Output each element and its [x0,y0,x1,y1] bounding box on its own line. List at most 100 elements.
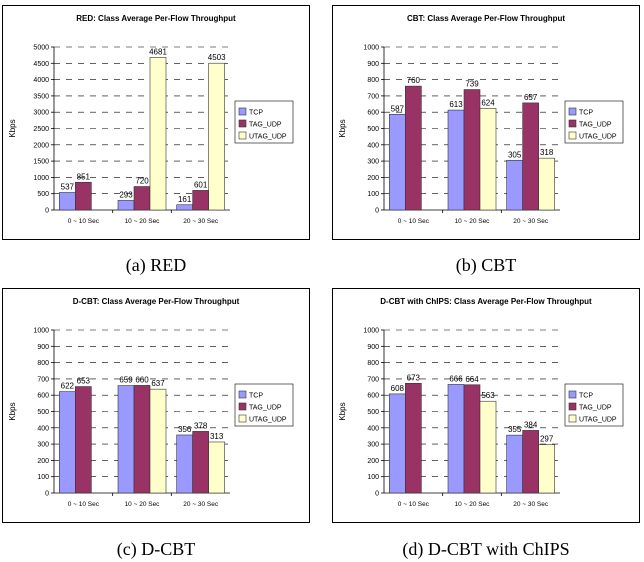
x-tick-label: 20 ~ 30 Sec [513,501,549,508]
y-tick-label: 0 [375,491,379,498]
y-tick-label: 500 [37,409,49,416]
caption-dcbt: (c) D-CBT [116,539,196,559]
data-label: 4503 [208,53,226,62]
data-label: 664 [465,375,479,384]
y-tick-label: 100 [37,474,49,481]
y-tick-label: 3500 [33,93,49,100]
legend-label: TCP [249,110,263,117]
legend-swatch [238,402,247,411]
y-axis-label: Kbps [8,402,17,420]
bar [208,62,225,211]
legend-label: UTAG_UDP [249,417,287,424]
y-tick-label: 900 [367,344,379,351]
legend-label: TAG_UDP [579,405,612,412]
bar [447,109,465,211]
bar [75,386,92,494]
chart-title: D-CBT: Class Average Per-Flow Throughput [73,297,240,306]
bar [133,186,151,211]
data-label: 4681 [149,47,167,56]
data-label: 318 [540,148,554,157]
x-tick-label: 0 ~ 10 Sec [398,218,430,225]
legend-swatch [238,107,247,116]
x-tick-label: 10 ~ 20 Sec [125,218,161,225]
caption-cbt: (b) CBT [455,255,517,275]
bar [463,89,481,211]
data-label: 739 [465,80,479,89]
data-label: 297 [540,435,554,444]
y-tick-label: 700 [367,376,379,383]
data-label: 355 [508,425,522,434]
y-tick-label: 200 [367,458,379,465]
y-tick-label: 900 [367,61,379,68]
data-label: 587 [391,104,405,113]
chart-panel-dcbt-chips: D-CBT with ChIPS: Class Average Per-Flow… [332,288,640,523]
bar [133,385,151,494]
legend-swatch [568,390,577,399]
data-label: 384 [524,420,538,429]
data-label: 537 [61,182,75,191]
chart-red-svg: RED: Class Average Per-Flow Throughput Kb… [2,5,310,240]
y-tick-label: 0 [45,491,49,498]
y-axis-label: Kbps [338,119,347,137]
x-tick-label: 20 ~ 30 Sec [183,218,219,225]
y-tick-label: 300 [367,159,379,166]
y-tick-label: 100 [367,191,379,198]
y-tick-label: 100 [367,474,379,481]
y-tick-label: 400 [37,425,49,432]
y-axis-label: Kbps [8,119,17,137]
legend: TCP TAG_UDP UTAG_UDP [564,383,624,427]
bar [479,107,497,211]
legend-swatch [568,107,577,116]
data-label: 624 [481,98,495,107]
x-tick-label: 0 ~ 10 Sec [398,501,430,508]
legend-label: UTAG_UDP [249,134,287,141]
y-tick-label: 300 [37,442,49,449]
bar [522,102,539,211]
chart-dcbt-chips-svg: D-CBT with ChIPS: Class Average Per-Flow… [332,288,640,523]
bar [149,57,167,211]
y-tick-label: 800 [37,360,49,367]
y-tick-label: 400 [367,425,379,432]
bar [59,192,76,211]
chart-cbt-svg: CBT: Class Average Per-Flow Throughput Kb… [332,5,640,240]
data-label: 563 [481,391,495,400]
y-tick-label: 700 [37,376,49,383]
bar [506,434,523,494]
y-tick-label: 200 [37,458,49,465]
chart-title: D-CBT with ChIPS: Class Average Per-Flow… [380,297,592,306]
bar [447,384,465,494]
data-label: 305 [508,150,522,159]
legend-label: TCP [579,110,593,117]
y-tick-label: 600 [37,393,49,400]
y-tick-label: 800 [367,77,379,84]
bar [117,200,135,211]
bar [59,391,76,494]
y-tick-label: 4000 [33,77,49,84]
bar [208,441,225,494]
y-tick-label: 500 [37,191,49,198]
caption-red: (a) RED [125,255,187,275]
x-tick-label: 20 ~ 30 Sec [513,218,549,225]
y-tick-label: 1500 [33,159,49,166]
bar [463,384,481,494]
data-label: 378 [194,421,208,430]
y-tick-label: 0 [375,208,379,215]
y-tick-label: 500 [367,409,379,416]
data-label: 637 [151,379,165,388]
y-tick-label: 0 [45,208,49,215]
bar [176,204,193,211]
bar [149,388,167,494]
bar [176,434,193,494]
legend-swatch [238,390,247,399]
chart-dcbt-svg: D-CBT: Class Average Per-Flow Throughput… [2,288,310,523]
bar [522,430,539,494]
x-tick-label: 10 ~ 20 Sec [125,501,161,508]
bar [405,383,422,494]
data-label: 356 [178,425,192,434]
y-tick-label: 1000 [363,45,379,52]
data-label: 720 [135,177,149,186]
legend-label: TAG_UDP [249,122,282,129]
legend-label: TCP [249,393,263,400]
x-tick-label: 20 ~ 30 Sec [183,501,219,508]
chart-title: CBT: Class Average Per-Flow Throughput [407,14,565,23]
